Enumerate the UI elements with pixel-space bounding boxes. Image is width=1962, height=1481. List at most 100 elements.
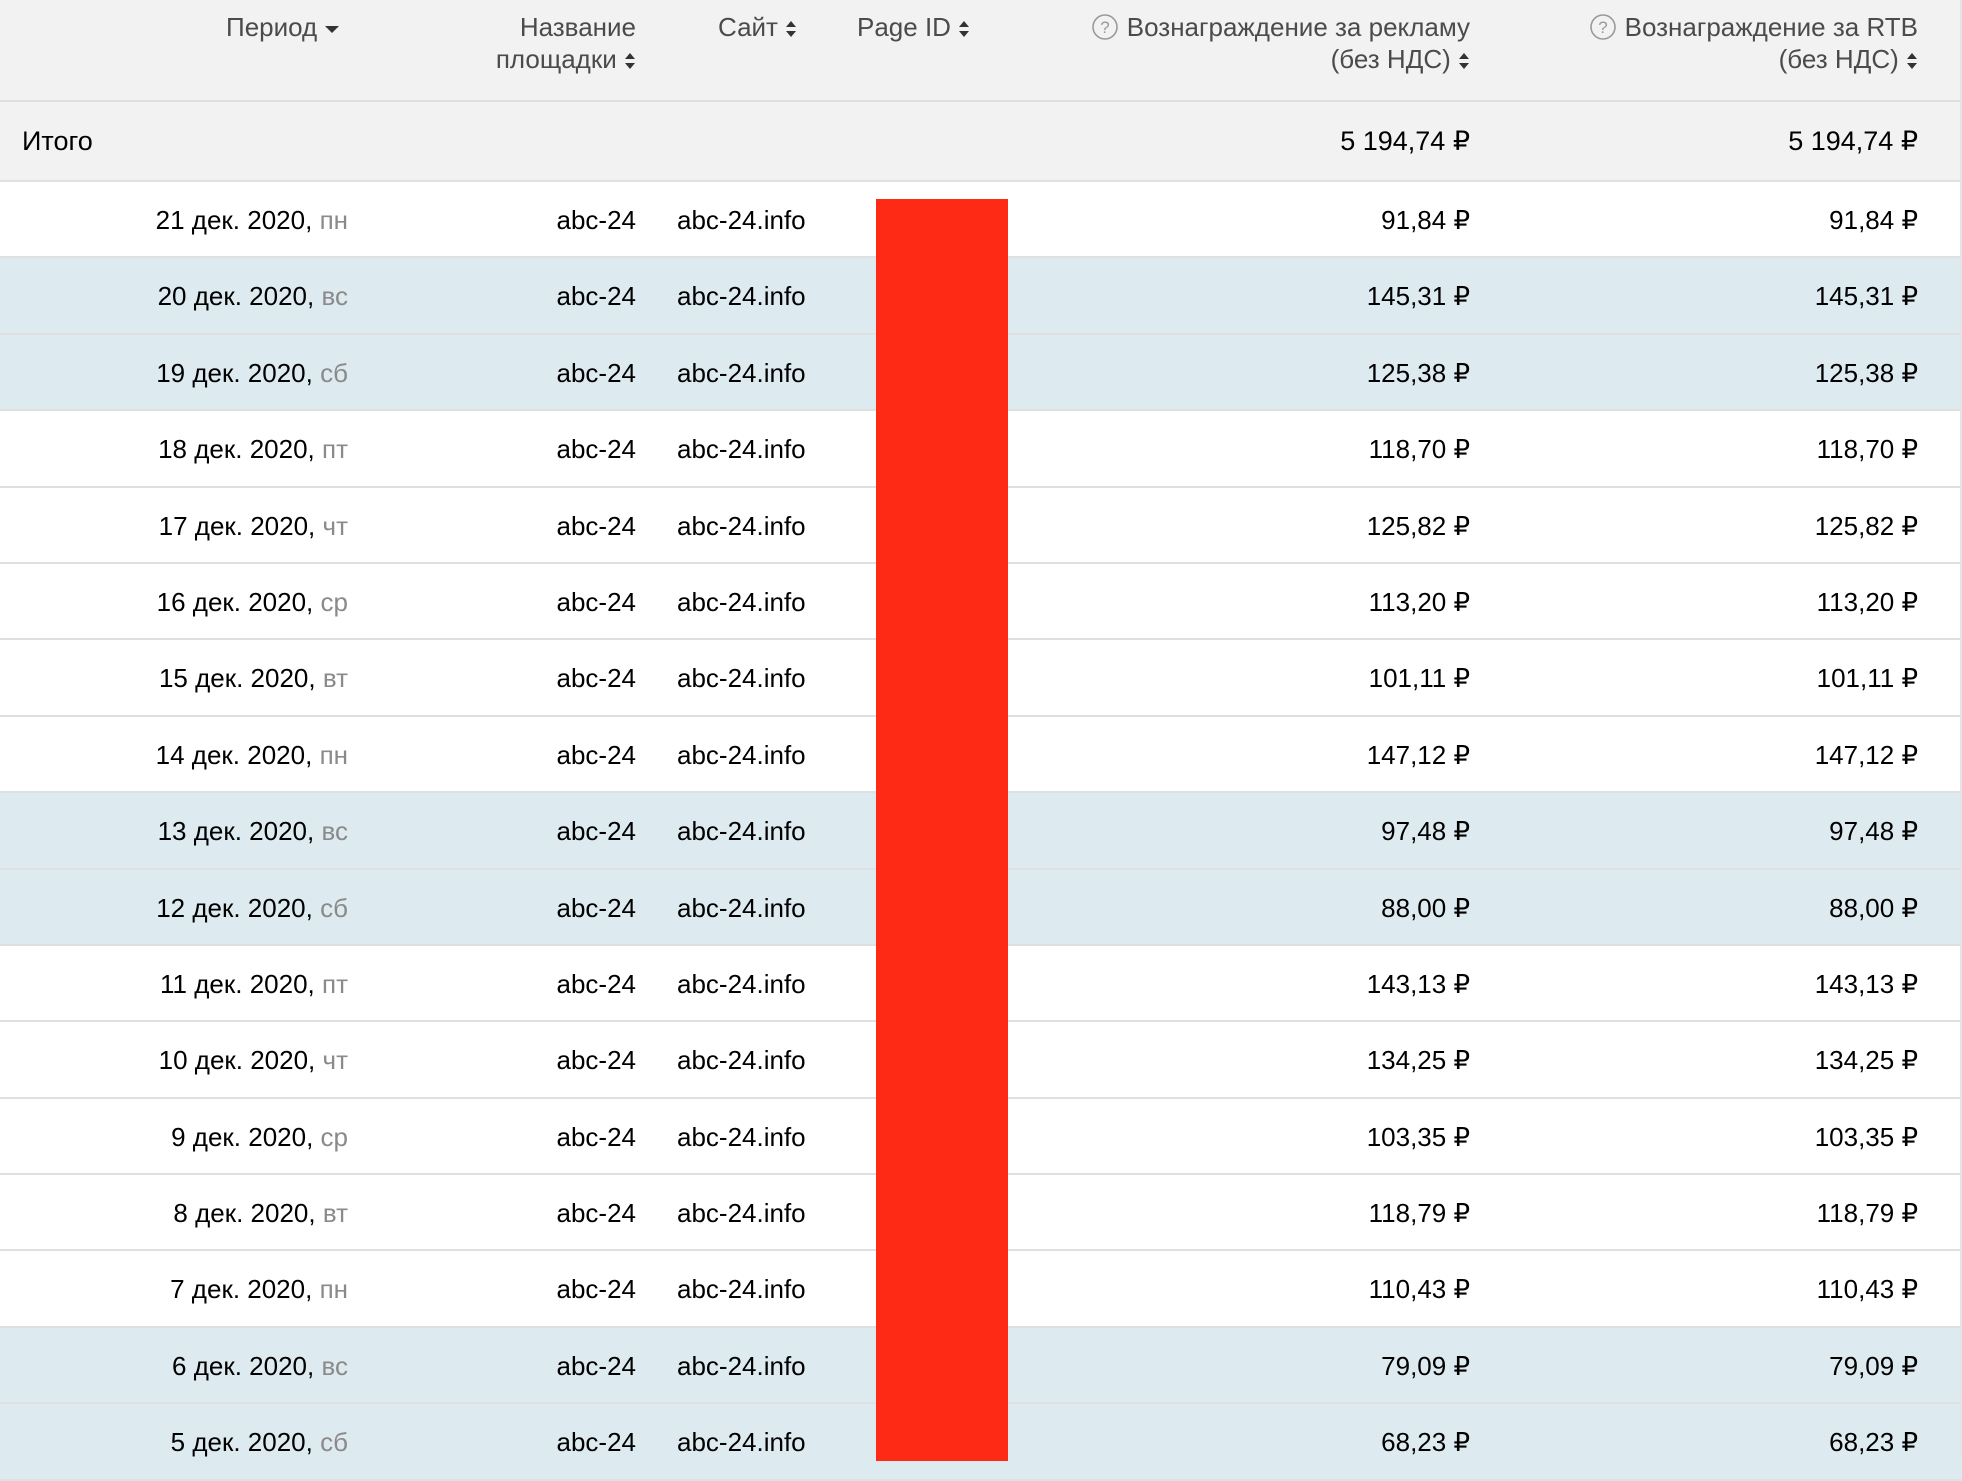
sort-icon[interactable]	[1906, 52, 1918, 70]
cell-ad-reward: 118,79 ₽	[1368, 1198, 1470, 1229]
column-rtb-reward-label-line2: (без НДС)	[1778, 44, 1899, 74]
cell-weekday: пт	[322, 968, 348, 999]
page-id-redaction	[876, 199, 1008, 1461]
column-place-name-header[interactable]: Название площадки	[496, 11, 636, 75]
cell-rtb-reward: 125,82 ₽	[1814, 510, 1918, 541]
cell-ad-reward: 113,20 ₽	[1368, 586, 1470, 617]
cell-site: abc-24.info	[677, 816, 806, 847]
cell-period: 5 дек. 2020, сб	[171, 1427, 348, 1458]
table-header: Период Название площадки Сайт Page ID	[0, 0, 1962, 102]
cell-place-name: abc-24	[556, 205, 637, 235]
cell-site: abc-24.info	[677, 586, 806, 617]
column-place-name-label-line2: площадки	[495, 44, 617, 74]
total-label: Итого	[22, 126, 93, 156]
cell-ad-reward: 101,11 ₽	[1368, 663, 1470, 694]
cell-ad-reward: 103,35 ₽	[1366, 1121, 1470, 1152]
column-ad-reward-header[interactable]: ? Вознаграждение за рекламу (без НДС)	[1091, 11, 1470, 75]
cell-ad-reward: 125,38 ₽	[1366, 357, 1470, 388]
cell-place-name: abc-24	[556, 510, 637, 541]
cell-period: 11 дек. 2020, пт	[160, 969, 348, 1000]
cell-site: abc-24.info	[677, 357, 806, 388]
cell-period: 17 дек. 2020, чт	[159, 511, 348, 542]
column-place-name-label-line1: Название	[519, 12, 636, 42]
cell-rtb-reward: 68,23 ₽	[1829, 1427, 1918, 1458]
total-row: Итого 5 194,74 ₽ 5 194,74 ₽	[0, 102, 1962, 182]
cell-period: 13 дек. 2020, вс	[158, 816, 348, 847]
sort-desc-icon[interactable]	[324, 22, 340, 36]
cell-ad-reward: 145,31 ₽	[1366, 281, 1470, 312]
cell-period: 6 дек. 2020, вс	[172, 1351, 348, 1382]
cell-ad-reward: 143,13 ₽	[1366, 968, 1470, 999]
cell-period: 7 дек. 2020, пн	[170, 1274, 348, 1305]
cell-date: 12 дек. 2020,	[156, 892, 313, 923]
cell-weekday: вс	[321, 816, 348, 847]
sort-icon[interactable]	[958, 20, 970, 38]
help-icon[interactable]: ?	[1589, 13, 1617, 41]
cell-place-name: abc-24	[556, 1121, 637, 1152]
column-page-id-label: Page ID	[857, 12, 951, 42]
cell-place-name: abc-24	[556, 1198, 637, 1229]
cell-date: 20 дек. 2020,	[157, 281, 315, 312]
cell-date: 14 дек. 2020,	[155, 739, 313, 770]
cell-rtb-reward: 88,00 ₽	[1829, 892, 1918, 923]
cell-place-name: abc-24	[556, 434, 637, 465]
cell-weekday: чт	[322, 510, 348, 541]
column-page-id-header[interactable]: Page ID	[857, 11, 970, 43]
cell-weekday: вт	[322, 663, 348, 694]
cell-period: 15 дек. 2020, вт	[159, 663, 348, 694]
cell-period: 8 дек. 2020, вт	[173, 1198, 348, 1229]
cell-date: 16 дек. 2020,	[156, 586, 314, 617]
cell-ad-reward: 125,82 ₽	[1366, 510, 1470, 541]
cell-site: abc-24.info	[677, 205, 806, 235]
cell-period: 10 дек. 2020, чт	[159, 1045, 348, 1076]
cell-place-name: abc-24	[556, 586, 637, 617]
cell-weekday: вт	[322, 1198, 348, 1229]
cell-site: abc-24.info	[677, 739, 806, 770]
cell-weekday: сб	[320, 1427, 348, 1458]
cell-place-name: abc-24	[556, 1274, 637, 1305]
cell-date: 15 дек. 2020,	[158, 663, 316, 694]
column-period-header[interactable]: Период	[226, 11, 340, 43]
cell-place-name: abc-24	[556, 281, 637, 312]
cell-period: 12 дек. 2020, сб	[156, 893, 348, 924]
column-rtb-reward-label-line1: Вознаграждение за RTB	[1624, 12, 1918, 42]
cell-rtb-reward: 118,79 ₽	[1816, 1198, 1918, 1229]
cell-ad-reward: 134,25 ₽	[1366, 1045, 1470, 1076]
cell-weekday: пн	[319, 1274, 348, 1305]
cell-date: 8 дек. 2020,	[173, 1198, 316, 1229]
sort-icon[interactable]	[785, 20, 797, 38]
column-ad-reward-label-line1: Вознаграждение за рекламу	[1126, 12, 1470, 42]
cell-rtb-reward: 79,09 ₽	[1829, 1350, 1918, 1381]
svg-text:?: ?	[1100, 18, 1109, 37]
column-rtb-reward-header[interactable]: ? Вознаграждение за RTB (без НДС)	[1589, 11, 1918, 75]
cell-rtb-reward: 91,84 ₽	[1829, 205, 1918, 235]
cell-ad-reward: 147,12 ₽	[1366, 739, 1470, 770]
column-site-header[interactable]: Сайт	[718, 11, 797, 43]
cell-rtb-reward: 134,25 ₽	[1814, 1045, 1918, 1076]
cell-weekday: ср	[320, 586, 348, 617]
cell-site: abc-24.info	[677, 510, 806, 541]
cell-weekday: вс	[321, 1350, 348, 1381]
cell-ad-reward: 91,84 ₽	[1381, 205, 1470, 235]
cell-ad-reward: 118,70 ₽	[1368, 434, 1470, 465]
cell-date: 13 дек. 2020,	[157, 816, 315, 847]
help-icon[interactable]: ?	[1091, 13, 1119, 41]
cell-period: 14 дек. 2020, пн	[156, 740, 348, 771]
sort-icon[interactable]	[1458, 52, 1470, 70]
cell-weekday: вс	[321, 281, 348, 312]
cell-date: 9 дек. 2020,	[171, 1121, 314, 1152]
cell-rtb-reward: 101,11 ₽	[1816, 663, 1918, 694]
cell-date: 11 дек. 2020,	[160, 968, 315, 999]
sort-icon[interactable]	[624, 52, 636, 70]
cell-date: 10 дек. 2020,	[158, 1045, 316, 1076]
cell-weekday: ср	[320, 1121, 348, 1152]
cell-site: abc-24.info	[677, 434, 806, 465]
cell-place-name: abc-24	[556, 663, 637, 694]
cell-ad-reward: 88,00 ₽	[1381, 892, 1470, 923]
cell-site: abc-24.info	[677, 1274, 806, 1305]
cell-period: 19 дек. 2020, сб	[156, 358, 348, 389]
cell-place-name: abc-24	[556, 357, 637, 388]
cell-site: abc-24.info	[677, 1427, 806, 1458]
cell-site: abc-24.info	[677, 968, 806, 999]
cell-rtb-reward: 103,35 ₽	[1814, 1121, 1918, 1152]
